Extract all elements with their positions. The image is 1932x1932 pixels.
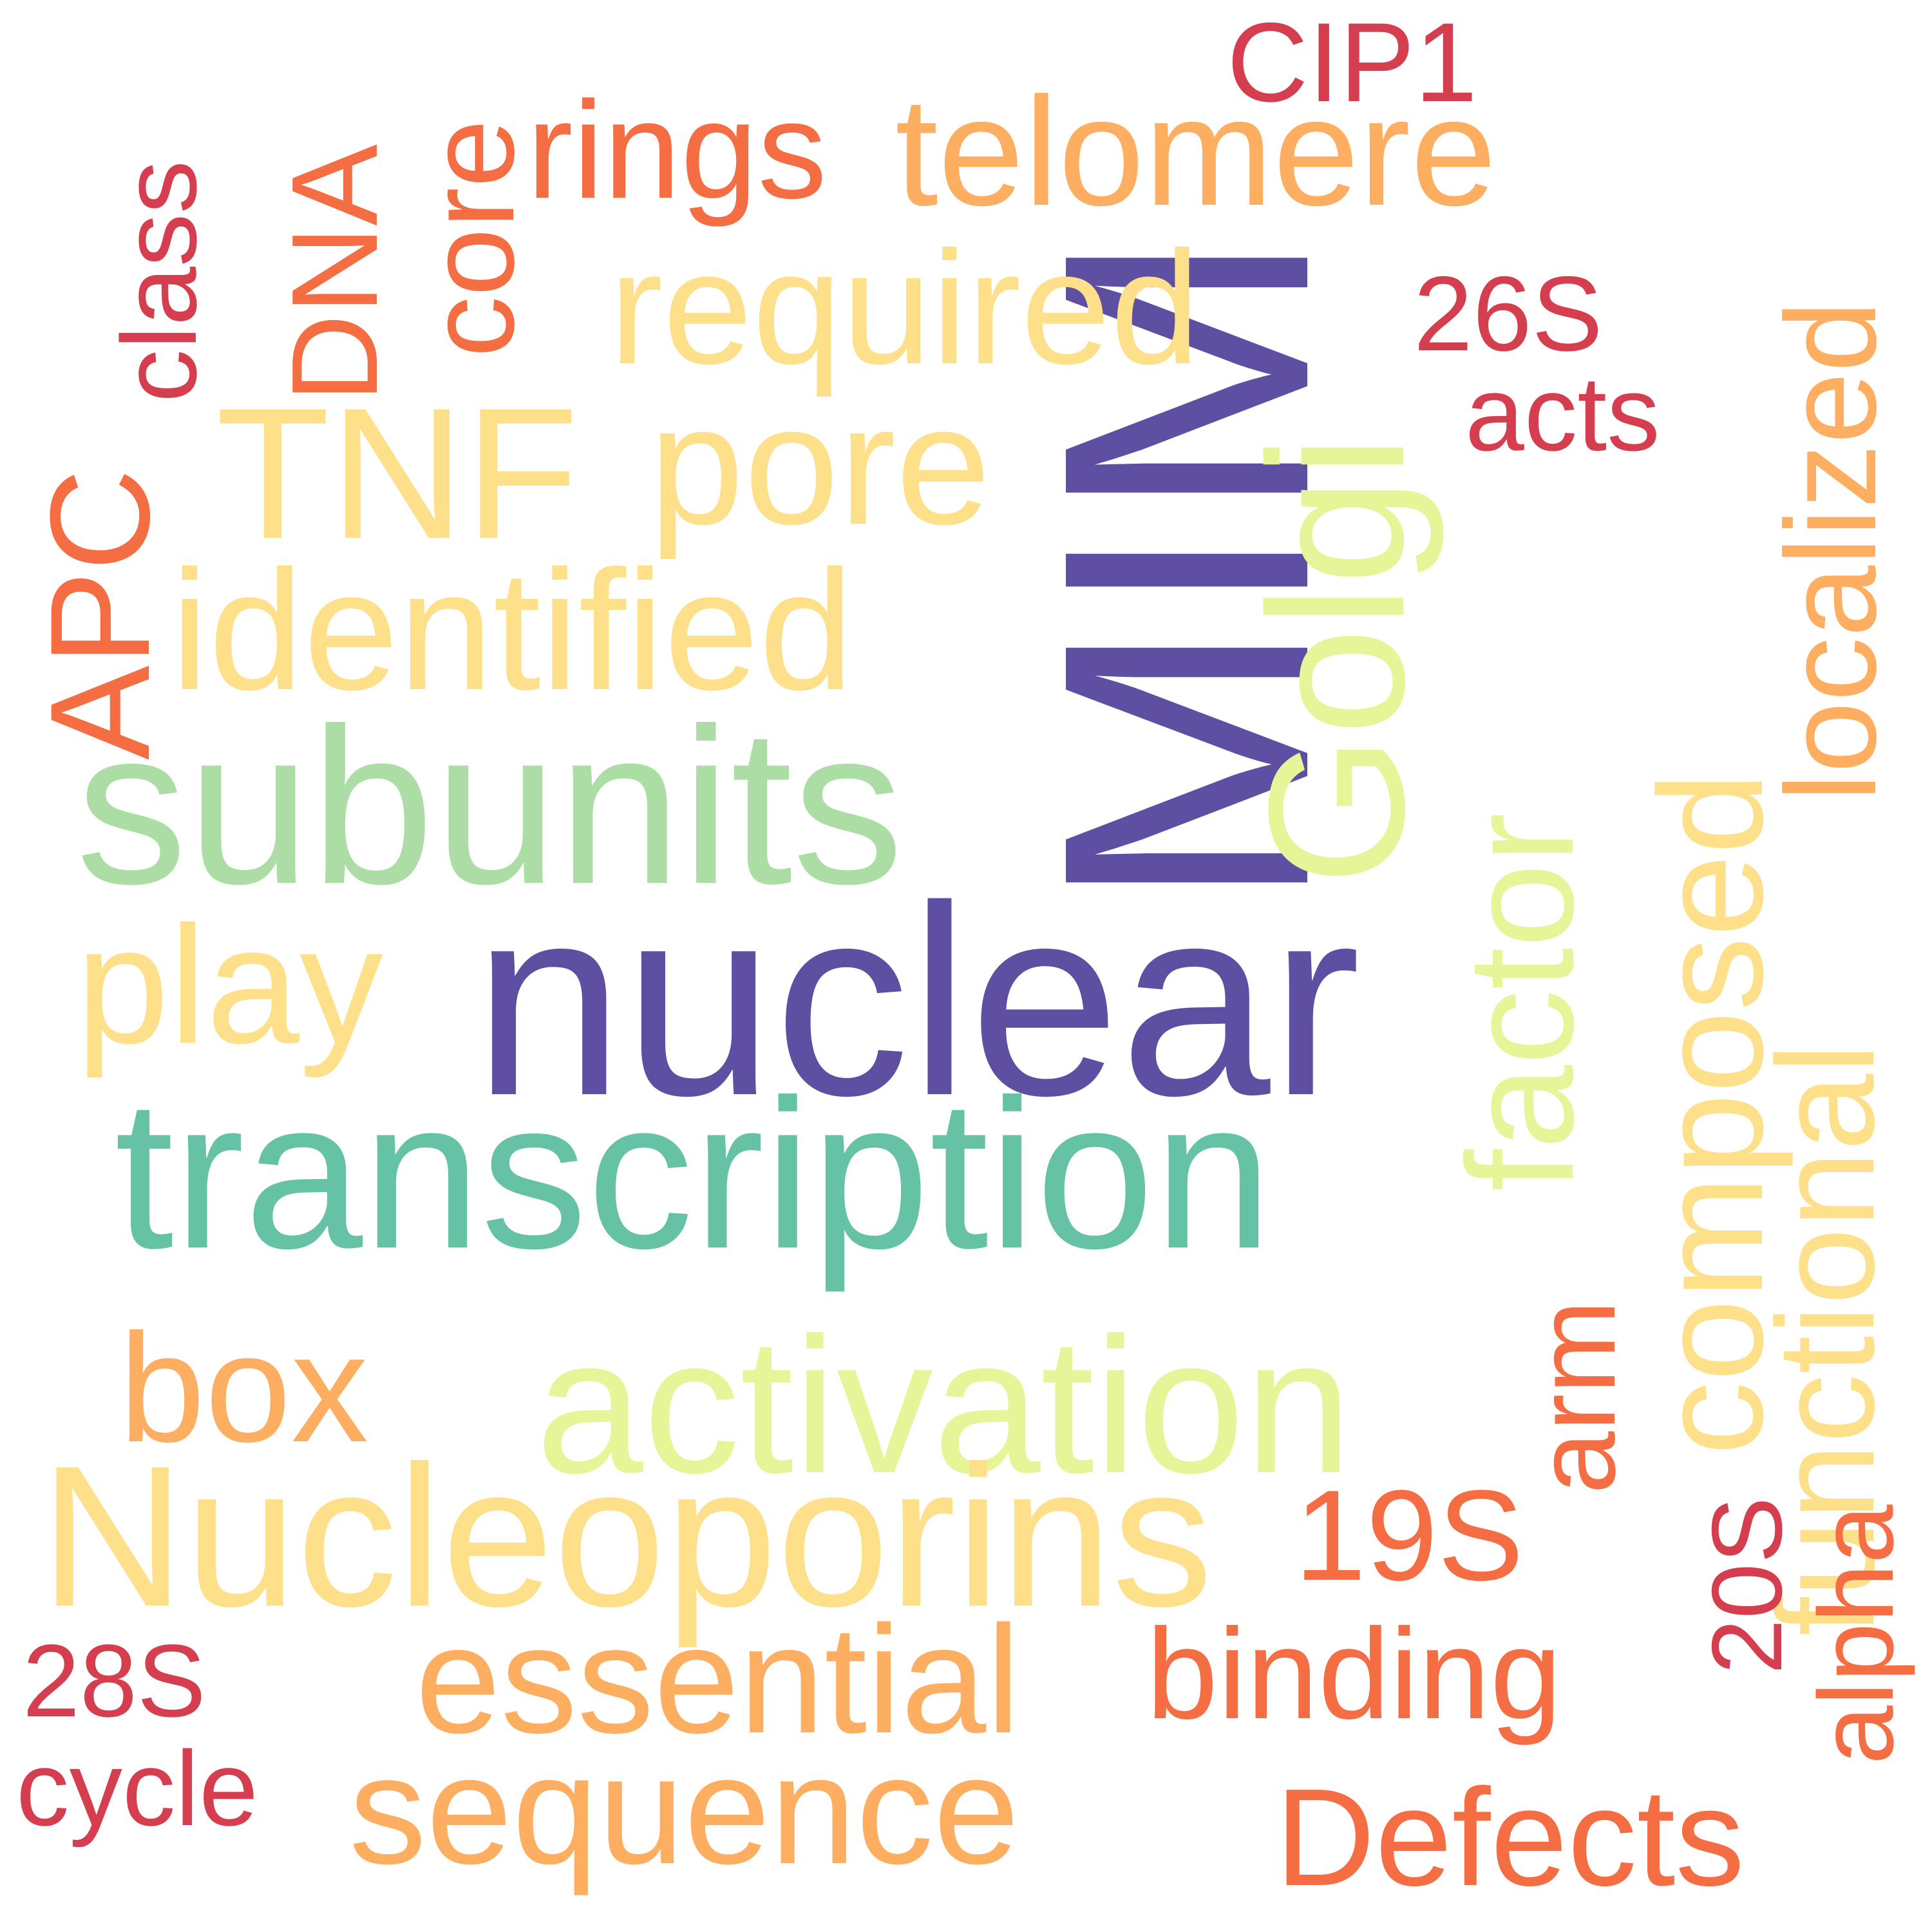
word-factor: factor [1435,813,1605,1191]
word-transcription: transcription [115,1055,1273,1293]
word-localized: localized [1759,300,1903,802]
word-20s: 20S [1691,1497,1803,1674]
word-sequence: sequence [349,1723,1019,1896]
word-telomere: telomere [895,65,1497,238]
word-subunits: subunits [76,683,904,931]
word-arm: arm [1513,1300,1639,1494]
word-apc: APC [21,468,179,760]
word-28s: 28S [23,1623,206,1738]
word-nucleoporins: Nucleoporins [40,1425,1213,1649]
word-defects: Defects [1275,1759,1745,1915]
word-binding: binding [1146,1602,1562,1746]
word-26s: 26S [1414,254,1603,373]
word-required: required [609,218,1200,397]
word-cip1: CIP1 [1227,0,1478,126]
word-play: play [76,892,383,1079]
word-class: class [100,160,218,402]
word-essential: essential [415,1595,1021,1765]
word-acts: acts [1465,354,1660,473]
word-core: core [403,119,540,357]
word-19s: 19S [1294,1464,1524,1607]
word-pore: pore [649,370,991,560]
word-activation: activation [536,1297,1352,1513]
word-tnf: TNF [216,369,579,578]
word-alpha: alpha [1797,1504,1915,1765]
word-golgi: Golgi [1228,434,1444,886]
word-rings: rings [527,72,828,227]
word-dna: DNA [267,144,403,402]
word-identified: identified [171,535,854,726]
word-cycle: cycle [16,1729,258,1848]
word-box: box [119,1302,368,1474]
word-nuclear: nuclear [473,850,1361,1152]
